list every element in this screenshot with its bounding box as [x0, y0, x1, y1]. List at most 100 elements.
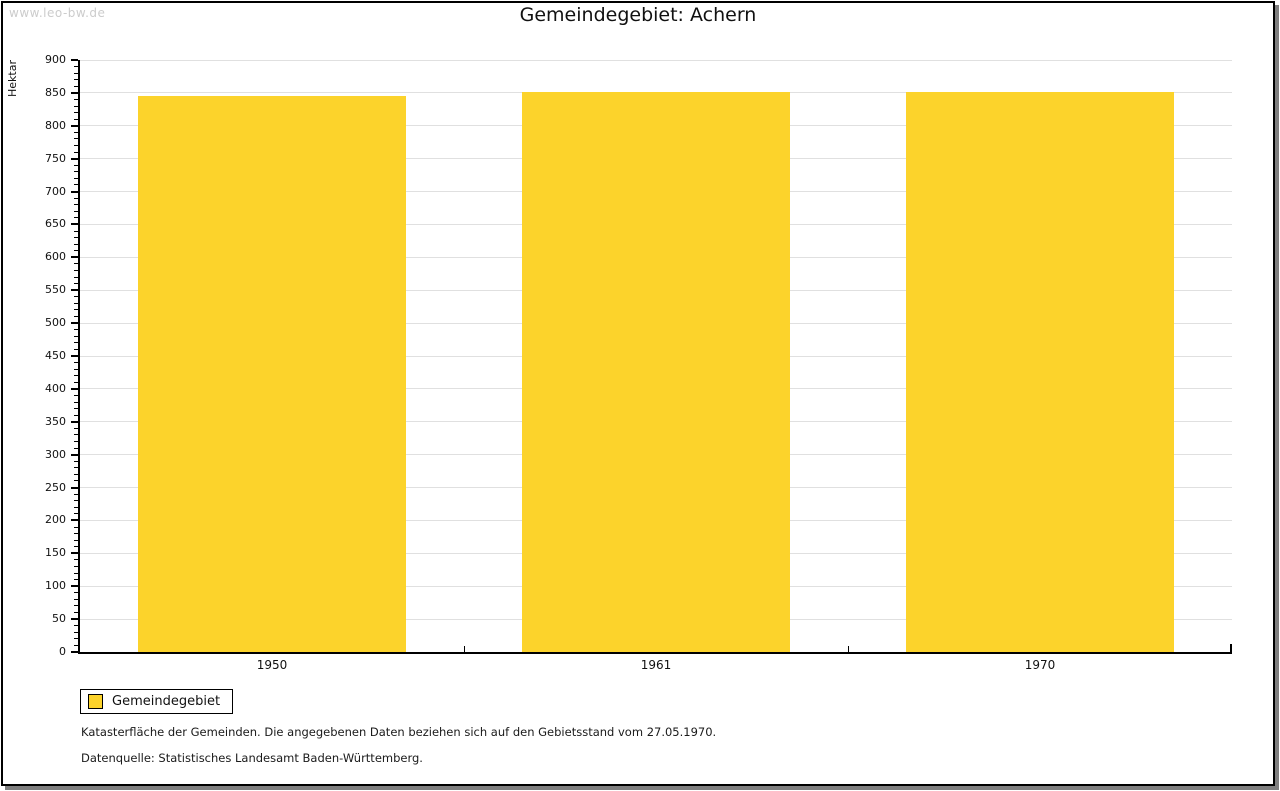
y-major-tick — [71, 59, 78, 61]
y-tick-label: 0 — [59, 645, 66, 658]
y-minor-tick — [74, 605, 78, 607]
y-major-tick — [71, 387, 78, 390]
y-minor-tick — [74, 493, 78, 495]
y-minor-tick — [74, 296, 78, 298]
y-minor-tick — [74, 269, 78, 271]
y-minor-tick — [74, 572, 78, 574]
y-minor-tick — [74, 408, 78, 410]
y-minor-tick — [74, 316, 78, 318]
y-minor-tick — [74, 401, 78, 403]
y-major-tick — [71, 91, 78, 94]
y-minor-tick — [74, 105, 78, 107]
y-minor-tick — [74, 565, 78, 567]
gridline — [80, 59, 1232, 61]
y-minor-tick — [74, 460, 78, 462]
y-major-tick — [71, 322, 78, 325]
y-minor-tick — [74, 625, 78, 627]
y-tick-label: 500 — [45, 316, 66, 330]
y-minor-tick — [74, 506, 78, 508]
y-tick-label: 100 — [45, 579, 66, 593]
y-minor-tick — [74, 112, 78, 114]
y-minor-tick — [74, 394, 78, 396]
y-minor-tick — [74, 559, 78, 561]
y-minor-tick — [74, 375, 78, 377]
y-minor-tick — [74, 204, 78, 206]
y-minor-tick — [74, 500, 78, 502]
y-tick-label: 300 — [45, 447, 66, 461]
x-tick-label: 1961 — [640, 658, 672, 672]
y-major-tick — [71, 651, 78, 653]
y-minor-tick — [74, 145, 78, 146]
y-minor-tick — [74, 329, 78, 331]
y-minor-tick — [74, 434, 78, 436]
y-major-tick — [71, 157, 78, 160]
bar — [138, 96, 406, 652]
footnote-source-note: Katasterfläche der Gemeinden. Die angege… — [81, 725, 717, 739]
y-minor-tick — [74, 579, 78, 581]
y-tick-label: 750 — [45, 151, 66, 165]
y-minor-tick — [74, 98, 78, 100]
y-minor-tick — [74, 539, 78, 541]
y-minor-tick — [74, 533, 78, 535]
y-minor-tick — [74, 309, 78, 311]
y-minor-tick — [74, 85, 78, 87]
y-minor-tick — [74, 598, 78, 600]
y-tick-label: 850 — [45, 85, 66, 99]
y-major-tick — [71, 519, 78, 522]
y-tick-label: 800 — [45, 118, 66, 132]
y-tick-label: 900 — [45, 53, 66, 66]
y-minor-tick — [74, 138, 78, 140]
y-minor-tick — [74, 197, 78, 199]
y-minor-tick — [74, 66, 78, 68]
y-major-tick — [71, 552, 78, 555]
y-minor-tick — [74, 263, 78, 265]
y-minor-tick — [74, 546, 78, 548]
y-minor-tick — [74, 131, 78, 133]
y-minor-tick — [74, 184, 78, 186]
y-tick-label: 600 — [45, 250, 66, 264]
y-minor-tick — [74, 250, 78, 252]
y-major-tick — [71, 453, 78, 456]
x-tick-label: 1970 — [1024, 658, 1056, 672]
plot-area: 0 50 100 150 200 250 300 350 400 450 500 550 600 650 7… — [45, 53, 1232, 672]
legend: Gemeindegebiet — [80, 689, 234, 714]
y-tick-label: 450 — [45, 349, 66, 362]
y-minor-tick — [74, 447, 78, 449]
y-minor-tick — [74, 644, 78, 646]
chart-title: Gemeindegebiet: Achern — [519, 4, 757, 26]
x-boundary-tick — [464, 646, 465, 652]
y-minor-tick — [74, 638, 78, 640]
y-major-tick — [71, 289, 78, 292]
y-minor-tick — [74, 151, 78, 153]
legend-swatch — [88, 694, 103, 709]
y-minor-tick — [74, 237, 78, 239]
y-major-tick — [71, 190, 78, 193]
y-minor-tick — [74, 473, 78, 475]
y-minor-tick — [74, 276, 78, 278]
y-minor-tick — [74, 72, 78, 74]
y-tick-label: 350 — [45, 414, 66, 428]
y-minor-tick — [74, 210, 78, 212]
y-minor-tick — [74, 335, 78, 337]
y-tick-label: 50 — [52, 612, 66, 626]
y-major-tick — [71, 420, 78, 423]
y-minor-tick — [74, 414, 78, 416]
y-major-tick — [71, 618, 78, 621]
y-tick-label: 200 — [45, 513, 66, 527]
y-minor-tick — [74, 348, 78, 350]
y-minor-tick — [74, 592, 78, 594]
y-minor-tick — [74, 467, 78, 469]
y-tick-label: 550 — [45, 283, 66, 297]
y-minor-tick — [74, 302, 78, 304]
y-tick-label: 250 — [45, 480, 66, 494]
bar — [906, 92, 1174, 652]
y-minor-tick — [74, 177, 78, 179]
y-minor-tick — [74, 79, 78, 81]
y-minor-tick — [74, 230, 78, 232]
watermark: www.leo-bw.de — [9, 6, 106, 20]
y-minor-tick — [74, 362, 78, 364]
y-minor-tick — [74, 368, 78, 370]
y-minor-tick — [74, 612, 78, 614]
y-minor-tick — [74, 243, 78, 245]
y-minor-tick — [74, 441, 78, 442]
